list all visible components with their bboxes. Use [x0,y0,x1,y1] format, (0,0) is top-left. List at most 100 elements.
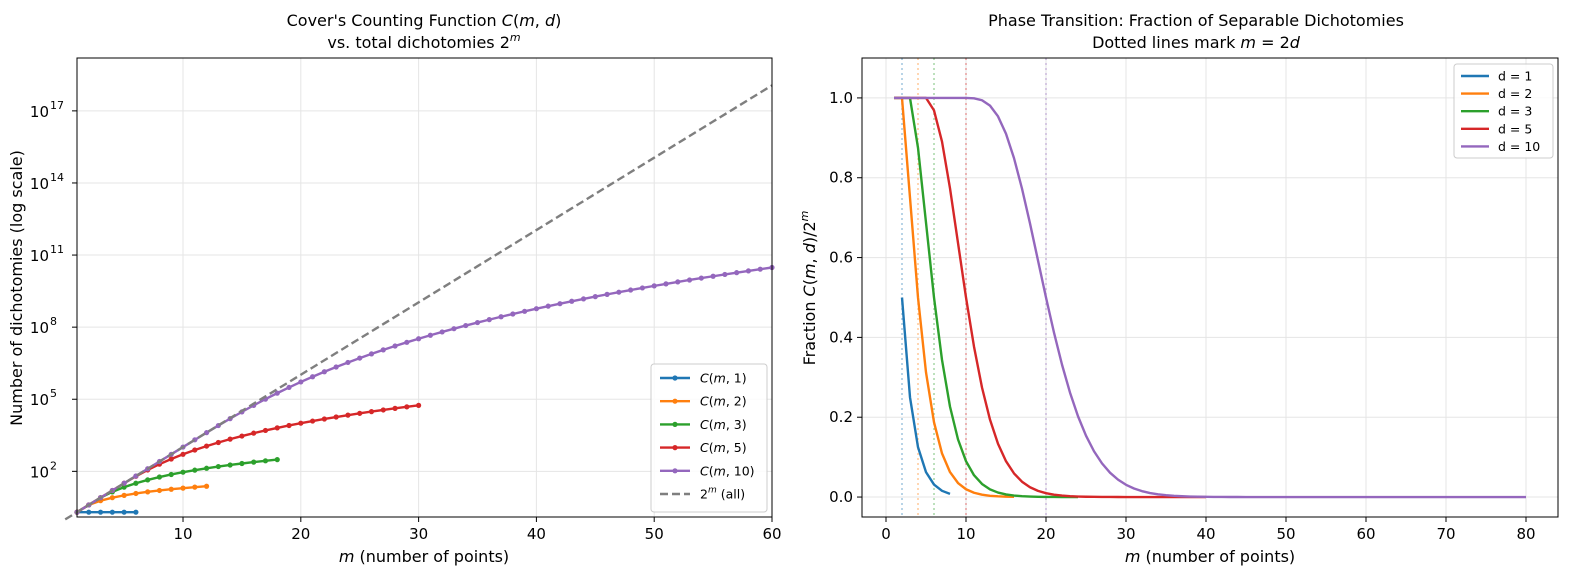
series-point [698,275,704,281]
series-point [486,317,492,323]
left-legend-item: C(m, 5) [660,440,747,455]
series-point [463,322,469,329]
left-y-tick-exponent: 5 [50,387,57,400]
series-point [639,285,646,291]
series-point [345,359,351,366]
right-y-tick-label: 0.6 [829,249,853,267]
series-point [298,420,304,426]
series-point [133,509,139,515]
series-point [416,402,422,408]
series-point [404,404,410,410]
right-x-tick-label: 70 [1436,525,1455,543]
right-x-tick-label: 80 [1516,525,1535,543]
series-line [76,458,278,514]
series-point [274,456,280,463]
series-point [368,409,375,415]
series-point [227,436,233,442]
left-chart-title-line1: Cover's Counting Function C(m, d) [287,11,562,30]
right-legend-item: d = 10 [1461,139,1540,154]
left-plot-frame [76,57,773,518]
series-point [380,347,386,353]
series-point [616,289,622,295]
left-x-ticks: 10 20 30 40 50 60 [173,517,782,543]
series-point [109,509,115,515]
series-point [239,433,245,439]
series-point [404,339,410,345]
series-point [451,326,457,332]
right-y-tick-label: 1.0 [829,89,853,107]
right-x-tick-label: 50 [1276,525,1295,543]
series-point [145,477,151,483]
left-chart: Cover's Counting Function C(m, d) vs. to… [7,11,782,566]
legend-marker [672,375,678,381]
left-y-tick-exponent: 11 [50,243,64,256]
left-legend-item: C(m, 1) [660,371,747,386]
series-point [156,487,163,494]
series-point [510,311,516,317]
series-point [133,490,139,497]
left-y-tick-exponent: 14 [50,171,64,184]
series-point [357,355,363,361]
left-series-c-m-1- [74,509,139,515]
series-point [168,456,174,462]
right-x-tick-label: 20 [1036,525,1055,543]
series-point [251,430,257,436]
series-point [286,384,292,391]
series-point [416,336,422,342]
legend-marker [672,445,678,451]
legend-label: C(m, 2) [700,394,747,409]
right-y-tick-label: 0.8 [829,169,853,187]
right-dotted-vlines [901,58,1047,517]
left-y-tick-label: 10 [30,463,49,481]
series-point [345,412,351,418]
right-y-tick-label: 0.0 [829,488,853,506]
left-series-2-m-all- [64,84,773,521]
legend-label: d = 5 [1498,121,1532,136]
series-line [64,84,773,521]
series-point [192,447,198,453]
right-x-tick-label: 30 [1116,525,1135,543]
right-legend-item: d = 5 [1461,121,1532,136]
legend-label: d = 2 [1498,86,1532,101]
series-point [380,407,386,413]
right-plot-frame [861,57,1559,518]
series-point [710,273,716,279]
series-point [203,465,210,471]
series-point [309,418,316,424]
left-series-layer [64,84,775,521]
series-point [333,414,339,420]
right-y-tick-label: 0.4 [829,328,853,346]
series-point [180,451,186,457]
legend-label: d = 1 [1498,69,1532,84]
series-point [133,480,139,486]
left-x-tick-label: 30 [409,525,428,543]
right-y-ticks: 0.0 0.2 0.4 0.6 0.8 1.0 [829,89,862,506]
series-point [121,492,127,498]
series-point [757,266,763,272]
series-point [745,268,752,274]
right-x-tick-label: 60 [1356,525,1375,543]
series-point [675,279,681,285]
left-legend: C(m, 1) C(m, 2) C(m, 3) C(m, 5) C(m, 10) 2m (… [650,363,768,513]
series-point [274,390,280,396]
series-point [192,467,198,473]
series-point [474,319,481,326]
right-legend-item: d = 2 [1461,86,1532,101]
left-legend-item: C(m, 3) [660,417,747,432]
left-y-tick-label: 10 [30,319,49,337]
right-y-axis-label: Fraction C(m, d)/2m [798,211,819,366]
left-y-tick-exponent: 2 [50,459,57,472]
series-point [286,422,292,429]
left-y-tick-exponent: 8 [50,315,57,328]
series-point [651,283,657,289]
right-series-layer [894,96,1526,499]
series-point [427,332,433,338]
left-legend-item: C(m, 10) [660,463,755,478]
series-point [569,298,575,304]
left-x-tick-label: 60 [762,525,781,543]
series-point [686,277,693,283]
series-point [215,463,221,470]
series-point [180,485,186,491]
series-point [156,474,163,480]
series-point [97,509,104,515]
